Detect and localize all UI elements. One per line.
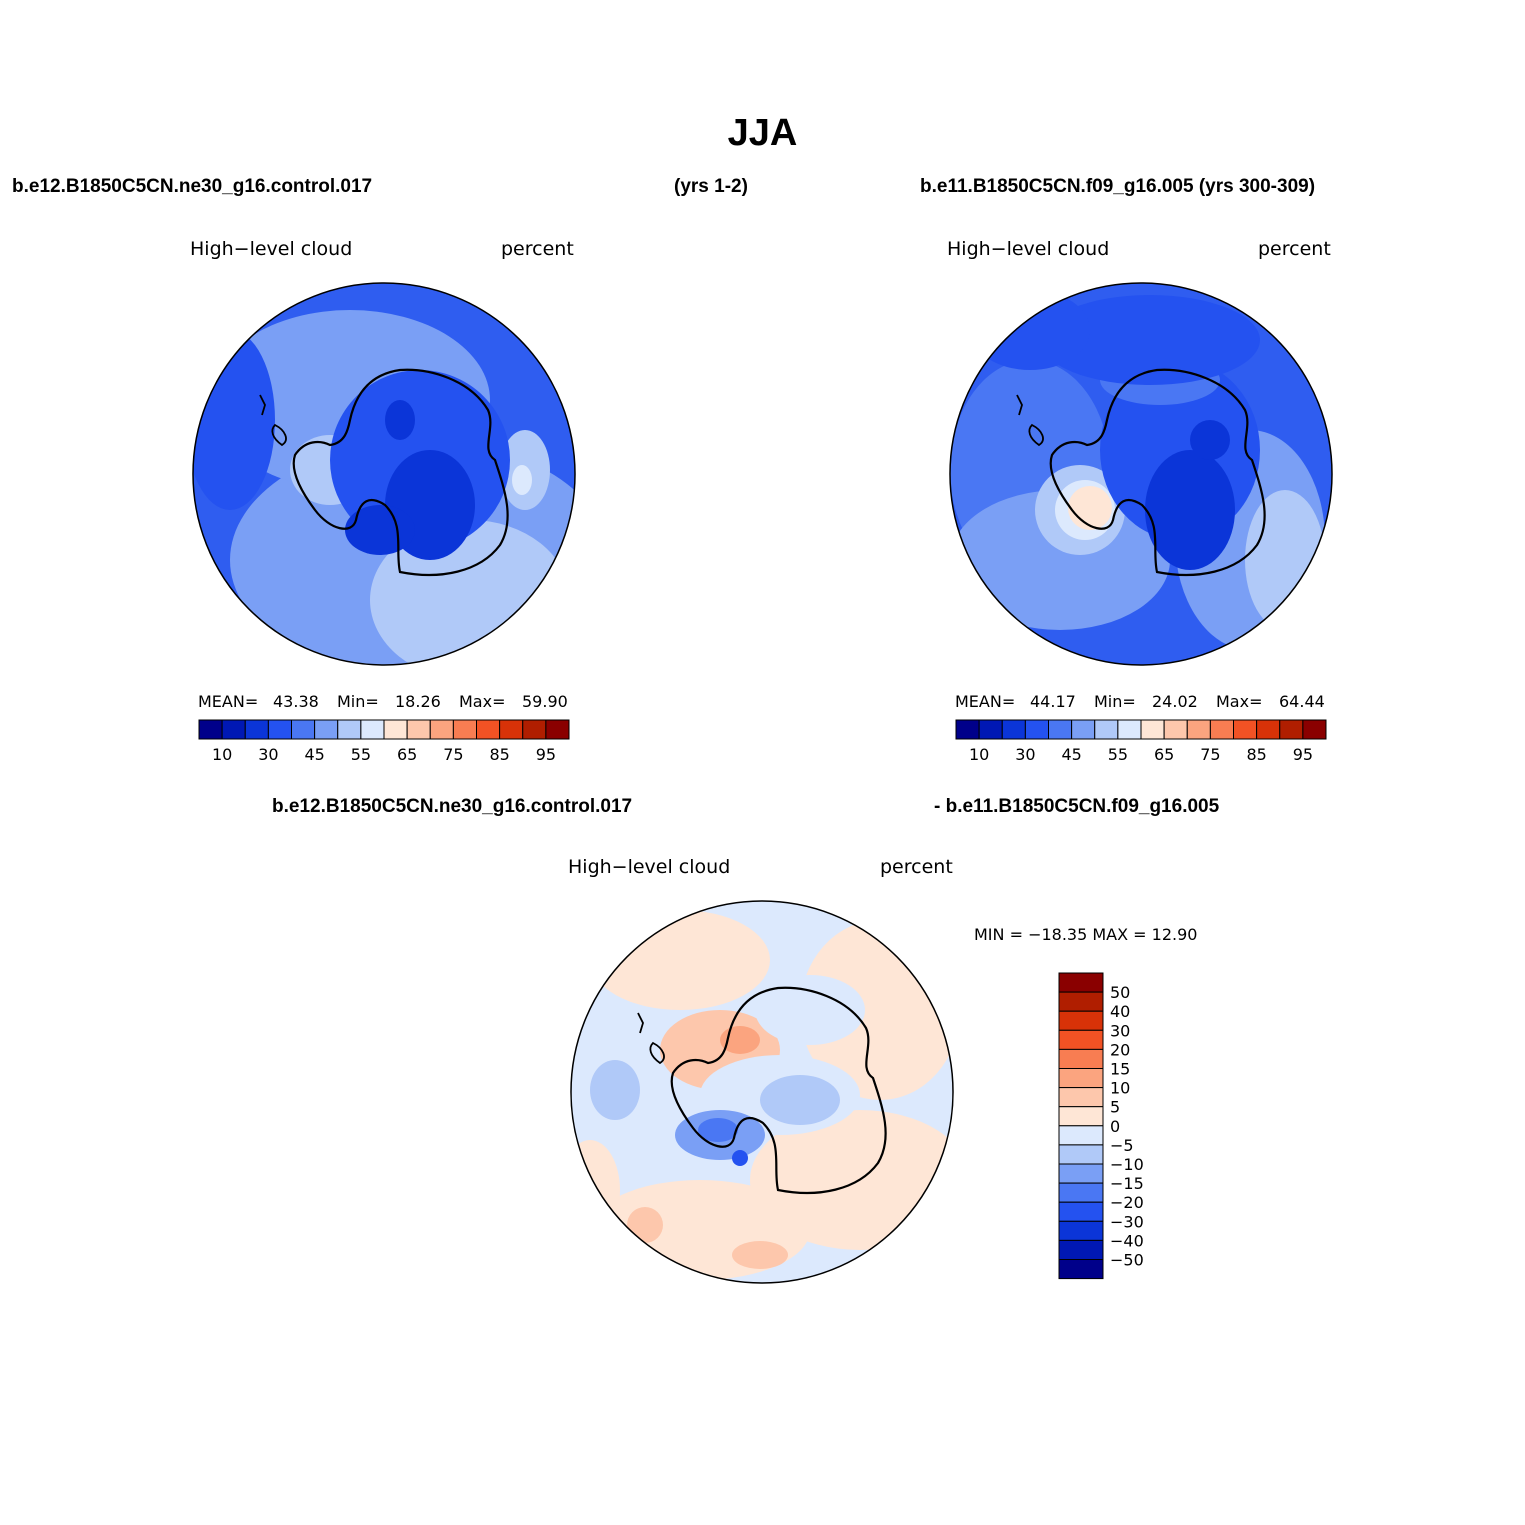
panel1-colorbar-box [545, 719, 570, 740]
panel3-colorbar-label: 20 [1110, 1040, 1130, 1059]
panel2-mean-label: MEAN= [955, 692, 1016, 711]
panel3-colorbar-box [1058, 1144, 1104, 1165]
panel3-colorbar-label: 5 [1110, 1098, 1120, 1117]
panel1-mean-value: 43.38 [273, 692, 319, 711]
panel3-colorbar-box [1058, 1259, 1104, 1280]
panel3-colorbar-label: 15 [1110, 1060, 1130, 1079]
panel2-colorbar-label: 55 [1108, 745, 1128, 764]
diff-case1-header: b.e12.B1850C5CN.ne30_g16.control.017 [272, 796, 633, 817]
panel3-colorbar-label: −15 [1110, 1174, 1144, 1193]
years-header: (yrs 1-2) [674, 176, 748, 197]
panel1-mean-label: MEAN= [198, 692, 259, 711]
panel3-colorbar-box [1058, 1048, 1104, 1070]
panel3-colorbar-box [1058, 1087, 1104, 1108]
panel2-max-label: Max= [1216, 692, 1263, 711]
panel3-coastline [670, 986, 887, 1195]
panel3-colorbar-label: 50 [1110, 983, 1130, 1002]
panel3-colorbar-box [1058, 1220, 1104, 1241]
panel1-units: percent [501, 238, 574, 260]
panel3-colorbar-label: 0 [1110, 1117, 1120, 1136]
panel1-max-value: 59.90 [522, 692, 568, 711]
panel2-colorbar-label: 85 [1246, 745, 1266, 764]
panel1-max-label: Max= [459, 692, 506, 711]
panel2-coastline [1049, 368, 1266, 577]
panel3-colorbar-label: 10 [1110, 1079, 1130, 1098]
panel3-colorbar-box [1058, 1163, 1104, 1184]
panel3-colorbar-label: 30 [1110, 1021, 1130, 1040]
panel2-variable: High−level cloud [947, 238, 1110, 260]
panel2-min-label: Min= [1094, 692, 1136, 711]
panel3-colorbar-label: −5 [1110, 1136, 1134, 1155]
panel1-colorbar-label: 65 [397, 745, 417, 764]
panel3-colorbar-box [1058, 972, 1104, 993]
figure-title: JJA [727, 112, 798, 154]
panel1-colorbar-label: 85 [489, 745, 509, 764]
panel2-colorbar-box [1302, 719, 1327, 740]
panel3-colorbar-label: −10 [1110, 1155, 1144, 1174]
panel2-units: percent [1258, 238, 1331, 260]
panel1-colorbar-label: 10 [212, 745, 232, 764]
panel3-colorbar-box [1058, 1010, 1104, 1031]
panel3-min-max: MIN = −18.35 MAX = 12.90 [974, 925, 1198, 944]
panel3-colorbar-box [1058, 1125, 1104, 1146]
panel3-colorbar-label: −40 [1110, 1231, 1144, 1250]
case1-header: b.e12.B1850C5CN.ne30_g16.control.017 [12, 176, 373, 197]
panel3-colorbar-label: 40 [1110, 1002, 1130, 1021]
panel2-min-value: 24.02 [1152, 692, 1198, 711]
panel2-mean-value: 44.17 [1030, 692, 1076, 711]
panel2-max-value: 64.44 [1279, 692, 1325, 711]
case2-header: b.e11.B1850C5CN.f09_g16.005 (yrs 300-309… [920, 176, 1316, 197]
panel1-min-value: 18.26 [395, 692, 441, 711]
panel1-colorbar-label: 45 [304, 745, 324, 764]
panel1-min-label: Min= [337, 692, 379, 711]
panel2-colorbar-label: 95 [1293, 745, 1313, 764]
panel1-colorbar-label: 55 [351, 745, 371, 764]
panel1-colorbar: 10 30 45 55 65 75 85 95 [198, 719, 570, 764]
panel3-colorbar-box [1058, 1068, 1104, 1089]
panel1-variable: High−level cloud [190, 238, 353, 260]
panel1-coastline [292, 368, 509, 577]
panel3-variable: High−level cloud [568, 856, 731, 878]
panel1-colorbar-label: 75 [443, 745, 463, 764]
panel2-colorbar-label: 30 [1015, 745, 1035, 764]
panel3-colorbar-label: −20 [1110, 1193, 1144, 1212]
panel3-colorbar-label: −50 [1110, 1251, 1144, 1270]
panel3-colorbar-box [1058, 1239, 1104, 1260]
panel3-units: percent [880, 856, 953, 878]
panel2-colorbar-label: 75 [1200, 745, 1220, 764]
panel3-colorbar-box [1058, 1106, 1104, 1127]
panel1-colorbar-label: 30 [258, 745, 278, 764]
panel1-colorbar-label: 95 [536, 745, 556, 764]
panel3-colorbar-box [1058, 1029, 1104, 1050]
panel3-colorbar-box [1058, 1182, 1104, 1203]
panel2-colorbar-label: 45 [1061, 745, 1081, 764]
panel2-colorbar: 10 30 45 55 65 75 85 95 [955, 719, 1327, 764]
panel2-colorbar-label: 65 [1154, 745, 1174, 764]
panel3-colorbar-box [1058, 991, 1104, 1012]
panel3-colorbar-label: −30 [1110, 1212, 1144, 1231]
panel2-colorbar-label: 10 [969, 745, 989, 764]
diff-case2-header: - b.e11.B1850C5CN.f09_g16.005 [934, 796, 1220, 817]
panel3-colorbar-box [1058, 1201, 1104, 1222]
